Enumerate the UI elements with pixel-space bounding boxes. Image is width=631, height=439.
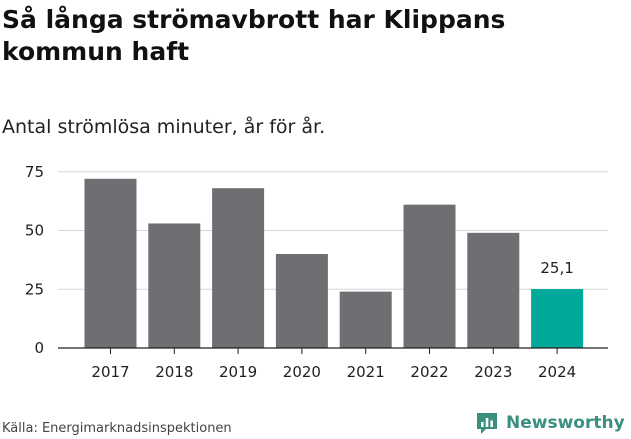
brand-logo: Newsworthy	[474, 408, 625, 438]
y-tick-label: 50	[25, 222, 44, 240]
chart-subtitle: Antal strömlösa minuter, år för år.	[2, 116, 326, 138]
bar-2017	[84, 178, 137, 348]
bar-chart: 0 25 50 75 2017 2018 2019 2020 2021 2022 2023 2024 2…	[25, 163, 608, 381]
source-note: Källa: Energimarknadsinspektionen	[2, 421, 232, 436]
bar-2024	[531, 289, 584, 348]
x-tick-label: 2018	[155, 363, 193, 381]
y-tick-label: 0	[34, 339, 44, 357]
bar-2023	[467, 232, 520, 348]
x-tick-label: 2023	[474, 363, 512, 381]
x-tick-label: 2021	[347, 363, 385, 381]
brand-name: Newsworthy	[506, 413, 625, 433]
x-tick-label: 2019	[219, 363, 257, 381]
bar-2021	[339, 291, 392, 348]
chart-title: Så långa strömavbrott har Klippans kommu…	[2, 5, 506, 66]
newsworthy-logo-icon	[477, 413, 497, 434]
y-tick-label: 75	[25, 163, 44, 181]
bar-2018	[148, 223, 201, 348]
x-tick-label: 2022	[410, 363, 448, 381]
y-tick-label: 25	[25, 280, 44, 298]
x-tick-label: 2017	[91, 363, 129, 381]
bar-2019	[212, 188, 265, 348]
data-label: 25,1	[540, 259, 573, 277]
x-tick-label: 2020	[283, 363, 321, 381]
x-tick-label: 2024	[538, 363, 576, 381]
bar-2020	[275, 254, 328, 348]
bar-2022	[403, 204, 456, 348]
